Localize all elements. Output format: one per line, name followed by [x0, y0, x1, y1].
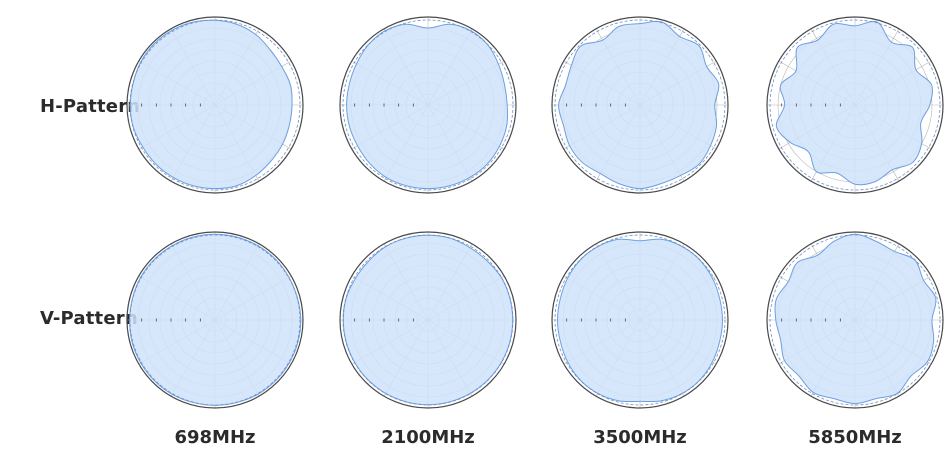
outer-ring	[766, 16, 944, 194]
polar-chart-h-2100	[339, 16, 517, 194]
outer-ring	[126, 231, 304, 409]
pattern-area	[129, 19, 293, 190]
pattern-area	[775, 20, 933, 186]
pattern-area	[342, 234, 514, 406]
pattern-area	[129, 233, 302, 406]
reference-ring	[342, 234, 514, 406]
polar-chart-v-5850	[766, 231, 944, 409]
pattern-area	[558, 20, 720, 190]
polar-chart-v-2100	[339, 231, 517, 409]
outer-ring	[339, 231, 517, 409]
freq-label-2100: 2100MHz	[381, 427, 475, 448]
polar-chart-h-3500	[551, 16, 729, 194]
outer-ring	[551, 231, 729, 409]
polar-chart-v-3500	[551, 231, 729, 409]
outer-ring	[126, 16, 304, 194]
reference-ring	[129, 19, 301, 191]
reference-ring	[554, 234, 726, 406]
pattern-area	[346, 23, 509, 190]
reference-ring	[769, 19, 941, 191]
v-pattern-label: V-Pattern	[40, 308, 138, 329]
freq-label-5850: 5850MHz	[808, 427, 902, 448]
polar-chart-v-698	[126, 231, 304, 409]
reference-ring	[342, 19, 514, 191]
h-pattern-label: H-Pattern	[40, 96, 141, 117]
reference-ring	[129, 234, 301, 406]
outer-ring	[766, 231, 944, 409]
pattern-area	[774, 233, 937, 405]
polar-chart-h-698	[126, 16, 304, 194]
reference-ring	[554, 19, 726, 191]
outer-ring	[551, 16, 729, 194]
pattern-area	[556, 238, 724, 403]
polar-chart-h-5850	[766, 16, 944, 194]
freq-label-3500: 3500MHz	[593, 427, 687, 448]
reference-ring	[769, 234, 941, 406]
outer-ring	[339, 16, 517, 194]
freq-label-698: 698MHz	[174, 427, 256, 448]
